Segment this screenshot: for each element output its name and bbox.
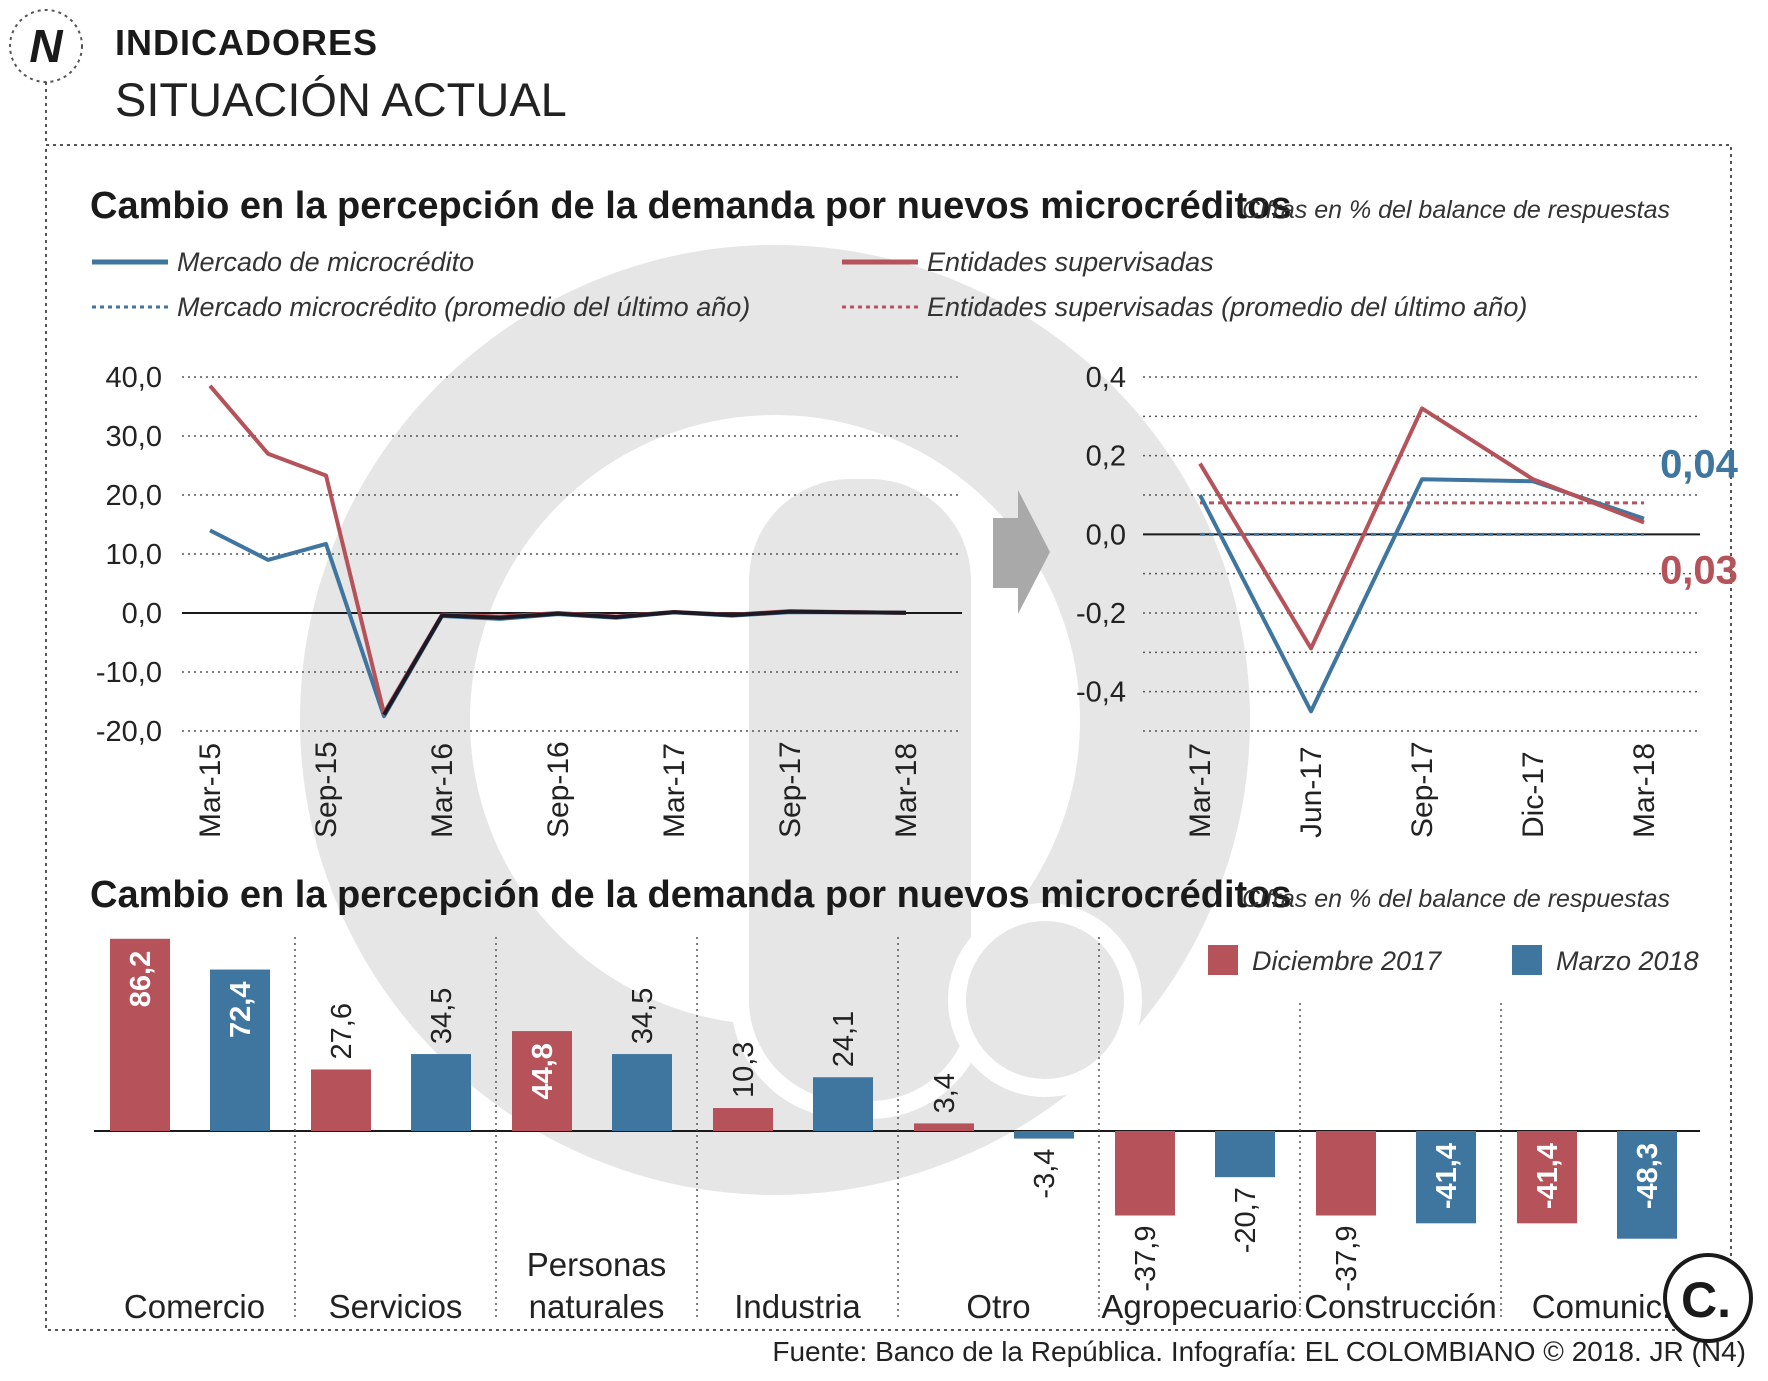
x-tick-label: Mar-18 xyxy=(1628,743,1661,838)
el-colombiano-logo: C. xyxy=(1663,1253,1753,1343)
bar-mar-2018 xyxy=(1014,1131,1074,1139)
series-line-overlap xyxy=(382,609,907,716)
bar-legend: Diciembre 2017 Marzo 2018 xyxy=(1208,945,1699,976)
bar-mar-2018 xyxy=(1215,1131,1275,1178)
bar-mar-2018 xyxy=(612,1054,672,1131)
page-subtitle: SITUACIÓN ACTUAL xyxy=(115,73,567,126)
bar-value-label: 44,8 xyxy=(527,1043,559,1099)
end-label-mercado: 0,04 xyxy=(1660,443,1739,487)
n-logo: N xyxy=(9,9,83,83)
bar-value-label: 27,6 xyxy=(326,1003,358,1059)
x-tick-label: Mar-18 xyxy=(890,743,923,838)
svg-text:N: N xyxy=(29,20,63,72)
bar-value-label: 34,5 xyxy=(627,988,659,1044)
watermark-logo xyxy=(300,245,1250,1195)
line-chart-long: 40,0 30,0 20,0 10,0 0,0 -10,0 -20,0 Mar-15 Sep-1… xyxy=(96,362,962,838)
y-tick-label: 10,0 xyxy=(106,539,162,571)
bar-value-label: -37,9 xyxy=(1130,1226,1162,1292)
bar-value-label: 24,1 xyxy=(828,1011,860,1067)
bar-dic-2017 xyxy=(1316,1131,1376,1216)
legend-swatch-mar-2018 xyxy=(1512,945,1542,975)
bar-value-label: -41,4 xyxy=(1532,1143,1564,1209)
x-tick-label: Mar-17 xyxy=(1184,743,1217,838)
category-label: Otro xyxy=(966,1288,1030,1325)
line-chart-subtitle: Cifras en % del balance de respuestas xyxy=(1242,196,1670,224)
bar-dic-2017 xyxy=(1517,1131,1577,1224)
category-label: Agropecuario xyxy=(1101,1288,1297,1325)
category-label: naturales xyxy=(529,1288,665,1325)
bar-mar-2018 xyxy=(1617,1131,1677,1239)
y-tick-label: -0,4 xyxy=(1076,677,1126,709)
bar-value-label: -20,7 xyxy=(1230,1187,1262,1253)
bar-dic-2017 xyxy=(713,1108,773,1131)
bar-value-label: 10,3 xyxy=(728,1042,760,1098)
x-tick-label: Sep-16 xyxy=(542,741,575,838)
x-tick-label: Dic-17 xyxy=(1517,751,1550,838)
source-credit: Fuente: Banco de la República. Infografí… xyxy=(772,1336,1746,1367)
bar-mar-2018 xyxy=(813,1077,873,1131)
y-tick-label: 30,0 xyxy=(106,421,162,453)
bar-mar-2018 xyxy=(1416,1131,1476,1224)
legend-label-mercado: Mercado de microcrédito xyxy=(177,247,474,277)
bar-dic-2017 xyxy=(914,1123,974,1131)
bar-value-label: 3,4 xyxy=(929,1073,961,1113)
y-tick-label: 0,0 xyxy=(122,598,162,630)
end-label-entidades: 0,03 xyxy=(1660,549,1738,593)
bar-value-label: 86,2 xyxy=(125,951,157,1007)
x-tick-label: Jun-17 xyxy=(1295,746,1328,838)
legend-label-mar-2018: Marzo 2018 xyxy=(1556,946,1699,976)
svg-text:C.: C. xyxy=(1681,1272,1731,1328)
y-tick-label: 0,4 xyxy=(1086,362,1126,394)
legend-label-entidades-prom: Entidades supervisadas (promedio del últ… xyxy=(927,292,1527,322)
content-frame xyxy=(45,144,1732,1331)
legend-label-entidades: Entidades supervisadas xyxy=(927,247,1214,277)
line-chart-title: Cambio en la percepción de la demanda po… xyxy=(90,185,1292,227)
legend-label-mercado-prom: Mercado microcrédito (promedio del últim… xyxy=(177,292,750,322)
y-tick-label: -0,2 xyxy=(1076,598,1126,630)
arrow-icon xyxy=(993,490,1050,614)
bar-mar-2018 xyxy=(210,969,270,1131)
bar-value-label: -48,3 xyxy=(1632,1143,1664,1209)
y-tick-label: 0,2 xyxy=(1086,441,1126,473)
line-chart-zoom: 0,4 0,2 0,0 -0,2 -0,4 Mar-17 Jun-17 Sep-17 Dic-1… xyxy=(1076,362,1739,838)
category-label: Comunic. xyxy=(1532,1288,1671,1325)
bar-value-label: -37,9 xyxy=(1331,1226,1363,1292)
category-label: Construcción xyxy=(1304,1288,1497,1325)
y-tick-label: -20,0 xyxy=(96,716,162,748)
bar-dic-2017 xyxy=(512,1031,572,1131)
bar-value-label: -3,4 xyxy=(1029,1149,1061,1199)
bar-chart-subtitle: Cifras en % del balance de respuestas xyxy=(1242,885,1670,913)
series-line-entidades xyxy=(1198,406,1645,651)
bar-chart-title: Cambio en la percepción de la demanda po… xyxy=(90,874,1292,916)
series-line-mercado xyxy=(1198,477,1645,714)
y-tick-label: 40,0 xyxy=(106,362,162,394)
y-tick-label: 20,0 xyxy=(106,480,162,512)
bar-value-label: 72,4 xyxy=(225,982,257,1038)
category-label: Industria xyxy=(734,1288,861,1325)
x-tick-label: Sep-17 xyxy=(774,741,807,838)
bar-chart: 86,2 72,4 Comercio 27,6 34,5 Servicios 44,8 34,… xyxy=(94,937,1700,1325)
legend-label-dic-2017: Diciembre 2017 xyxy=(1252,946,1442,976)
x-tick-label: Mar-16 xyxy=(426,743,459,838)
line-legend: Mercado de microcrédito Entidades superv… xyxy=(92,247,1527,322)
x-tick-label: Sep-17 xyxy=(1406,741,1439,838)
bar-dic-2017 xyxy=(110,938,170,1131)
bar-mar-2018 xyxy=(411,1054,471,1131)
category-label: Personas xyxy=(527,1246,666,1283)
category-label: Servicios xyxy=(329,1288,463,1325)
x-tick-label: Sep-15 xyxy=(310,741,343,838)
bar-value-label: 34,5 xyxy=(426,988,458,1044)
y-tick-label: -10,0 xyxy=(96,657,162,689)
bar-dic-2017 xyxy=(1115,1131,1175,1216)
category-label: Comercio xyxy=(124,1288,265,1325)
kicker-title: INDICADORES xyxy=(115,22,379,63)
legend-swatch-dic-2017 xyxy=(1208,945,1238,975)
bar-value-label: -41,4 xyxy=(1431,1143,1463,1209)
x-tick-label: Mar-17 xyxy=(658,743,691,838)
bar-dic-2017 xyxy=(311,1069,371,1131)
x-tick-label: Mar-15 xyxy=(194,743,227,838)
y-tick-label: 0,0 xyxy=(1086,519,1126,551)
